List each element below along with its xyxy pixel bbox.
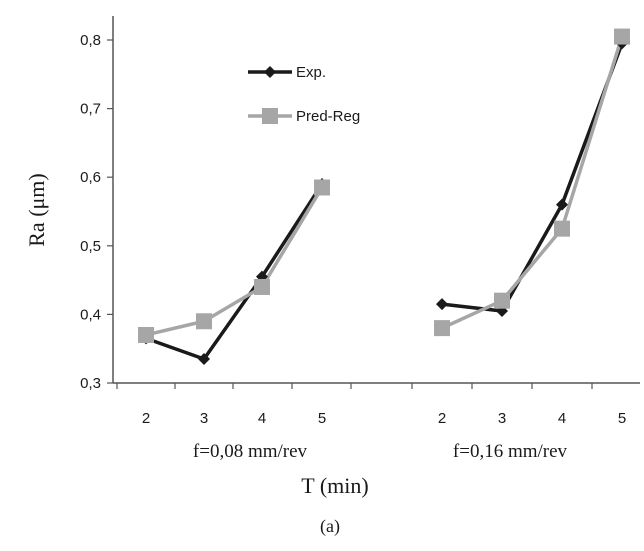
group-label-1: f=0,08 mm/rev	[193, 441, 308, 462]
series-line-exp	[441, 42, 624, 313]
legend-marker-diamond	[264, 66, 276, 78]
legend-marker-square	[262, 108, 278, 124]
y-tick-label: 0,7	[80, 101, 101, 118]
x-tick-label: 4	[258, 410, 266, 427]
series-line-pred-reg	[145, 186, 324, 337]
series-line-pred-reg	[441, 36, 624, 330]
series-layer	[138, 28, 630, 365]
data-point-exp	[556, 198, 568, 211]
y-tick-label: 0,6	[80, 169, 101, 186]
data-point-pred-reg	[554, 220, 570, 237]
data-point-pred-reg	[314, 179, 330, 196]
x-tick-label: 2	[142, 410, 150, 427]
legend-label: Pred-Reg	[296, 108, 360, 125]
x-tick-label: 3	[200, 410, 208, 427]
legend: Exp. Pred-Reg	[248, 64, 360, 125]
legend-label: Exp.	[296, 64, 326, 81]
figure-caption: (a)	[320, 516, 340, 537]
y-tick-label: 0,4	[80, 306, 101, 323]
y-tick-label: 0,3	[80, 375, 101, 392]
x-ticks: 2 3 4 5 2 3 4 5	[116, 383, 626, 427]
data-point-pred-reg	[254, 278, 270, 295]
data-point-pred-reg	[138, 326, 154, 343]
group-label-2: f=0,16 mm/rev	[453, 441, 568, 462]
data-point-pred-reg	[494, 292, 510, 309]
y-axis-label: Ra (μm)	[24, 173, 49, 247]
series-line-exp	[145, 183, 324, 361]
y-tick-label: 0,5	[80, 238, 101, 255]
data-point-pred-reg	[614, 28, 630, 45]
axes	[112, 16, 640, 384]
data-point-pred-reg	[434, 320, 450, 337]
x-axis-label: T (min)	[301, 473, 368, 498]
data-point-exp	[436, 298, 448, 311]
y-tick-label: 0,8	[80, 32, 101, 49]
x-tick-label: 2	[438, 410, 446, 427]
x-tick-label: 5	[318, 410, 326, 427]
y-ticks: 0,3 0,4 0,5 0,6 0,7 0,8	[80, 32, 113, 392]
x-tick-label: 4	[558, 410, 566, 427]
data-point-exp	[198, 352, 210, 365]
x-tick-label: 3	[498, 410, 506, 427]
data-point-pred-reg	[196, 313, 212, 330]
x-tick-label: 5	[618, 410, 626, 427]
